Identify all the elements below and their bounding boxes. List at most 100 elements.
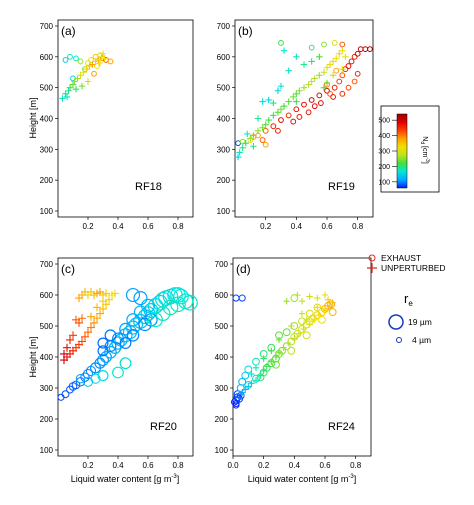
unperturbed-point (101, 55, 108, 62)
size-legend-small-label: 4 µm (412, 335, 431, 345)
unperturbed-point (254, 127, 262, 135)
exhaust-point (298, 317, 306, 326)
unperturbed-point (96, 309, 104, 318)
unperturbed-point (306, 321, 313, 328)
unperturbed-point (235, 394, 243, 401)
x-tick-label: 0.4 (112, 222, 124, 231)
exhaust-point (144, 313, 158, 327)
unperturbed-point (111, 289, 119, 298)
panel-d-x-ticks: 0.0 0.2 0.4 0.6 0.8 (227, 456, 362, 470)
panel-b-points (234, 40, 373, 161)
exhaust-point (107, 58, 114, 65)
exhaust-point (252, 357, 260, 366)
exhaust-point (285, 112, 292, 119)
exhaust-point (91, 70, 97, 77)
y-tick-label: 300 (40, 384, 54, 393)
exhaust-point (241, 371, 250, 380)
exhaust-point (282, 328, 291, 337)
unperturbed-point (84, 328, 92, 337)
exhaust-point (290, 294, 299, 303)
exhaust-point (270, 123, 277, 130)
unperturbed-point (275, 349, 283, 356)
panel-b-run-label: RF19 (328, 181, 355, 193)
y-tick-label: 300 (40, 145, 54, 154)
unperturbed-point (280, 344, 287, 351)
y-tick-label: 400 (217, 115, 231, 124)
exhaust-point (97, 337, 109, 349)
y-tick-label: 400 (40, 115, 54, 124)
unperturbed-point (321, 291, 329, 299)
exhaust-point (339, 41, 346, 48)
y-tick-label: 700 (215, 260, 229, 269)
unperturbed-point (95, 56, 102, 64)
unperturbed-point (69, 81, 77, 88)
exhaust-point (308, 97, 315, 103)
panel-c-x-ticks: 0.2 0.4 0.6 0.8 (82, 456, 184, 470)
exhaust-point (111, 336, 125, 350)
exhaust-point (351, 53, 358, 60)
panel-a-run-label: RF18 (135, 181, 162, 193)
y-tick-label: 500 (215, 322, 229, 331)
unperturbed-point (72, 86, 80, 93)
panel-a-y-ticks: 100 200 300 400 500 600 700 (40, 22, 58, 216)
unperturbed-point (323, 79, 331, 87)
x-tick-label: 0.2 (82, 222, 94, 231)
exhaust-point (330, 94, 337, 100)
y-tick-label: 600 (217, 53, 231, 62)
unperturbed-point (285, 339, 292, 347)
exhaust-point (238, 294, 246, 302)
y-tick-label: 500 (40, 322, 54, 331)
panel-a-points (59, 50, 114, 102)
x-axis-title-right: Liquid water content [g m-3] (248, 474, 356, 484)
unperturbed-point (316, 53, 323, 61)
exhaust-point (316, 92, 323, 99)
unperturbed-point (339, 65, 346, 73)
y-axis-title-top: Height [m] (28, 97, 38, 138)
exhaust-point (125, 287, 141, 303)
colorbar-tick-label: 200 (378, 164, 390, 171)
exhaust-point (357, 46, 364, 53)
unperturbed-point (293, 90, 300, 98)
panel-d-run-label: RF24 (328, 421, 355, 433)
unperturbed-point (339, 47, 346, 54)
y-tick-label: 400 (215, 353, 229, 362)
colorbar-tick-label: 100 (378, 179, 390, 186)
exhaust-point (112, 366, 124, 379)
x-tick-label: 0.8 (352, 222, 364, 231)
exhaust-point (345, 63, 352, 69)
unperturbed-point (84, 78, 92, 85)
exhaust-point (148, 312, 163, 328)
colorbar-tick-label: 300 (378, 149, 390, 156)
size-legend-large-marker (388, 314, 404, 330)
unperturbed-point (329, 58, 337, 65)
size-legend-small-marker (396, 337, 402, 343)
exhaust-point (66, 385, 74, 394)
y-tick-label: 100 (217, 207, 231, 216)
unperturbed-point (293, 53, 300, 61)
unperturbed-legend-marker (367, 263, 377, 273)
exhaust-point (88, 57, 94, 63)
exhaust-legend-marker (368, 254, 376, 262)
unperturbed-point (63, 343, 71, 352)
exhaust-point (348, 58, 355, 65)
unperturbed-point (259, 124, 266, 131)
exhaust-point (339, 90, 346, 97)
exhaust-point (296, 114, 303, 120)
exhaust-point (305, 309, 314, 318)
unperturbed-point (105, 295, 113, 304)
unperturbed-point (234, 153, 242, 161)
unperturbed-point (66, 84, 74, 91)
exhaust-point (305, 109, 312, 116)
x-tick-label: 0.4 (291, 222, 303, 231)
unperturbed-point (78, 337, 86, 346)
unperturbed-point (74, 75, 81, 82)
unperturbed-point (274, 109, 282, 116)
y-tick-label: 500 (217, 84, 231, 93)
exhaust-point (97, 52, 103, 59)
exhaust-point (182, 294, 198, 311)
unperturbed-point (252, 364, 260, 372)
colorbar-tick-label: 400 (378, 133, 390, 140)
unperturbed-point (254, 115, 262, 122)
unperturbed-point (314, 294, 321, 302)
